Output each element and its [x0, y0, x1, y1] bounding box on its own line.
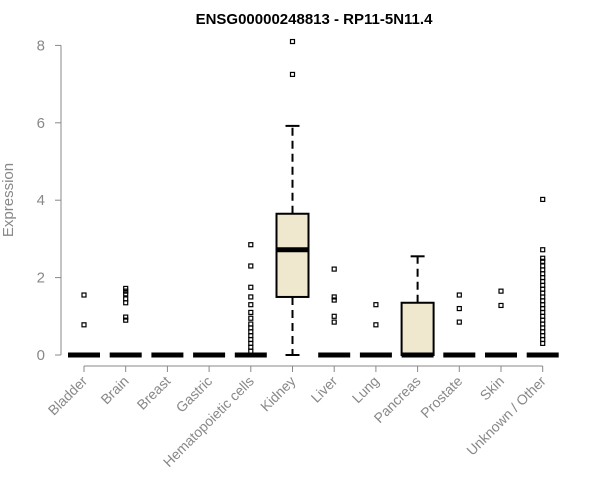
outlier-point [248, 302, 254, 308]
outlier-point [81, 322, 87, 328]
outlier-point [248, 348, 254, 354]
box-0 [68, 292, 100, 358]
outlier-point [248, 284, 254, 290]
outlier-point [456, 292, 462, 298]
outlier-point [289, 38, 296, 45]
outlier-point [123, 291, 129, 297]
outlier-point [456, 305, 462, 312]
x-tick-label: Breast [134, 373, 174, 413]
outlier-point [331, 319, 337, 325]
x-tick-label: Liver [308, 373, 341, 406]
x-tick-label: Prostate [417, 373, 465, 421]
outlier-point [331, 313, 337, 319]
outlier-point [331, 297, 337, 303]
outlier-point [373, 322, 379, 328]
outlier-point [248, 263, 254, 269]
outlier-point [81, 292, 87, 298]
y-tick-label: 0 [37, 347, 45, 364]
outlier-point [540, 255, 546, 261]
box-iqr [400, 301, 435, 357]
box-7 [359, 302, 392, 358]
x-tick-label: Skin [477, 373, 508, 404]
y-tick-label: 8 [37, 37, 45, 54]
outlier-point [540, 196, 546, 203]
outlier-point [248, 309, 254, 316]
outlier-point [498, 288, 504, 294]
x-tick-label: Lung [349, 373, 382, 406]
outlier-point [456, 319, 462, 325]
box-8 [400, 255, 435, 358]
outlier-point [331, 266, 337, 272]
outlier-point [248, 242, 254, 248]
outlier-point [123, 317, 129, 323]
boxes-group [68, 38, 559, 358]
box-5 [275, 38, 310, 356]
outlier-point [540, 247, 546, 253]
y-tick-label: 4 [37, 192, 45, 209]
x-tick-label: Unknown / Other [463, 373, 549, 459]
outlier-point [289, 71, 296, 78]
outlier-point [331, 294, 337, 300]
y-tick-label: 6 [37, 115, 45, 132]
outlier-point [123, 314, 129, 320]
outlier-point [540, 258, 546, 264]
outlier-point [373, 302, 379, 308]
y-axis: 0 2 4 6 8 [37, 37, 62, 364]
y-axis-label: Expression [0, 163, 17, 237]
outlier-point [248, 294, 254, 300]
outlier-point [123, 300, 129, 306]
x-tick-label: Kidney [257, 373, 299, 415]
box-10 [485, 288, 517, 358]
box-11 [526, 196, 559, 358]
box-4 [234, 242, 267, 358]
y-tick-label: 2 [37, 270, 45, 287]
chart-title: ENSG00000248813 - RP11-5N11.4 [196, 11, 433, 28]
box-iqr [275, 212, 310, 298]
outlier-point [498, 302, 504, 309]
x-tick-label: Brain [97, 373, 131, 407]
box-1 [109, 285, 142, 358]
box-9 [443, 292, 476, 358]
x-tick-label: Bladder [45, 373, 91, 419]
box-6 [318, 266, 351, 358]
outlier-point [123, 288, 129, 294]
outlier-point [123, 285, 129, 292]
outlier-point [540, 340, 546, 346]
outlier-point [248, 315, 254, 321]
